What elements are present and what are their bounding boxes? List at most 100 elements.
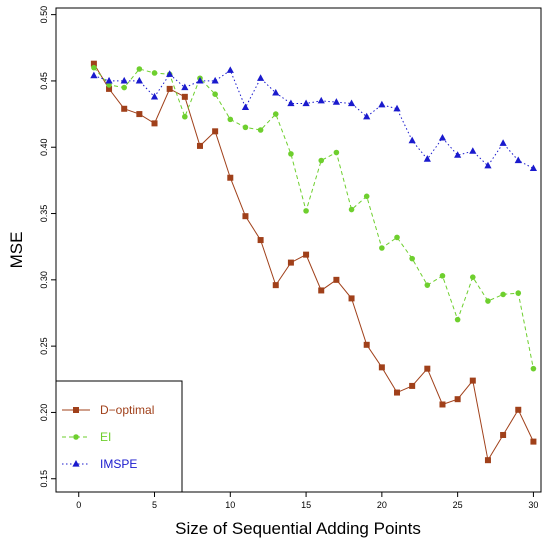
data-point (105, 76, 113, 84)
data-point (394, 389, 401, 396)
legend-marker (73, 407, 79, 413)
y-tick-label: 0.35 (39, 205, 49, 223)
data-point (135, 76, 143, 84)
data-point (257, 127, 264, 133)
data-point (378, 364, 385, 371)
data-point (287, 99, 295, 107)
data-point (409, 255, 415, 262)
x-tick-label: 25 (453, 500, 463, 510)
data-point (424, 282, 431, 288)
data-point (530, 438, 537, 445)
legend-entry: EI (62, 430, 111, 444)
data-point (348, 295, 355, 302)
data-point (515, 406, 522, 413)
legend-entry: D−optimal (62, 403, 154, 417)
data-point (288, 151, 294, 157)
data-point (257, 74, 265, 81)
x-tick-label: 5 (152, 500, 157, 510)
data-point (469, 147, 477, 154)
data-point (121, 105, 128, 112)
data-point (90, 60, 97, 67)
data-point (423, 155, 431, 162)
x-axis: 0 5 10 15 20 25 30 (76, 492, 538, 510)
y-tick-label: 0.25 (39, 337, 49, 355)
data-point (393, 104, 401, 112)
x-tick-label: 20 (377, 500, 387, 510)
y-tick-label: 0.30 (39, 271, 49, 289)
data-point (530, 365, 537, 372)
data-point (150, 92, 159, 100)
x-tick-label: 0 (76, 500, 81, 510)
data-point (196, 76, 204, 84)
legend-entry: IMSPE (62, 457, 137, 471)
data-point (408, 136, 416, 144)
data-point (212, 91, 218, 97)
data-point (272, 111, 279, 117)
data-point (211, 76, 219, 84)
data-point (454, 151, 462, 158)
data-point (303, 208, 309, 214)
data-point (499, 139, 507, 146)
data-point (257, 237, 264, 244)
data-point (469, 274, 476, 280)
data-point (529, 164, 538, 172)
data-point (196, 142, 203, 149)
data-point (166, 85, 173, 92)
series-line (93, 63, 534, 462)
y-tick-label: 0.20 (39, 404, 49, 422)
data-point (484, 161, 492, 169)
data-point (333, 276, 340, 283)
data-point (333, 149, 340, 156)
data-point (272, 282, 279, 289)
data-point (106, 85, 113, 92)
series-IMSPE (90, 66, 538, 172)
data-point (226, 66, 234, 73)
legend-label: D−optimal (100, 403, 154, 417)
y-tick-label: 0.40 (39, 138, 49, 156)
legend: D−optimal EI IMSPE (55, 380, 183, 493)
data-point (363, 341, 370, 348)
x-tick-label: 30 (528, 500, 538, 510)
legend-marker (73, 434, 79, 440)
data-point (454, 316, 461, 323)
data-point (227, 116, 234, 123)
y-tick-label: 0.45 (39, 72, 49, 90)
data-point (363, 112, 371, 120)
data-point (317, 96, 325, 104)
data-point (439, 273, 446, 279)
series-line (93, 67, 534, 369)
data-point (514, 156, 522, 164)
series-layer (90, 60, 538, 464)
data-point (303, 251, 310, 258)
data-point (136, 66, 143, 72)
data-point (90, 71, 98, 79)
data-point (394, 234, 400, 241)
data-point (318, 287, 325, 294)
plot-frame (55, 7, 542, 493)
data-point (241, 103, 250, 111)
data-point (378, 100, 386, 108)
data-point (424, 365, 431, 372)
data-point (302, 99, 310, 107)
data-point (181, 93, 188, 100)
series-line (93, 69, 534, 169)
x-tick-label: 10 (225, 500, 235, 510)
data-point (439, 401, 446, 408)
y-axis-title: MSE (7, 232, 26, 269)
data-point (166, 70, 174, 77)
data-point (91, 64, 97, 71)
data-point (500, 291, 506, 298)
legend-label: EI (100, 430, 111, 444)
data-point (332, 98, 340, 105)
data-point (484, 457, 491, 464)
data-point (348, 206, 355, 213)
data-point (500, 431, 507, 438)
series-D−optimal (90, 60, 537, 464)
legend-marker (72, 460, 80, 467)
data-point (287, 259, 294, 266)
data-point (347, 99, 356, 107)
y-axis: 0.15 0.20 0.25 0.30 0.35 0.40 0.45 0.50 (39, 6, 56, 488)
data-point (363, 193, 370, 200)
x-axis-title: Size of Sequential Adding Points (175, 519, 421, 538)
